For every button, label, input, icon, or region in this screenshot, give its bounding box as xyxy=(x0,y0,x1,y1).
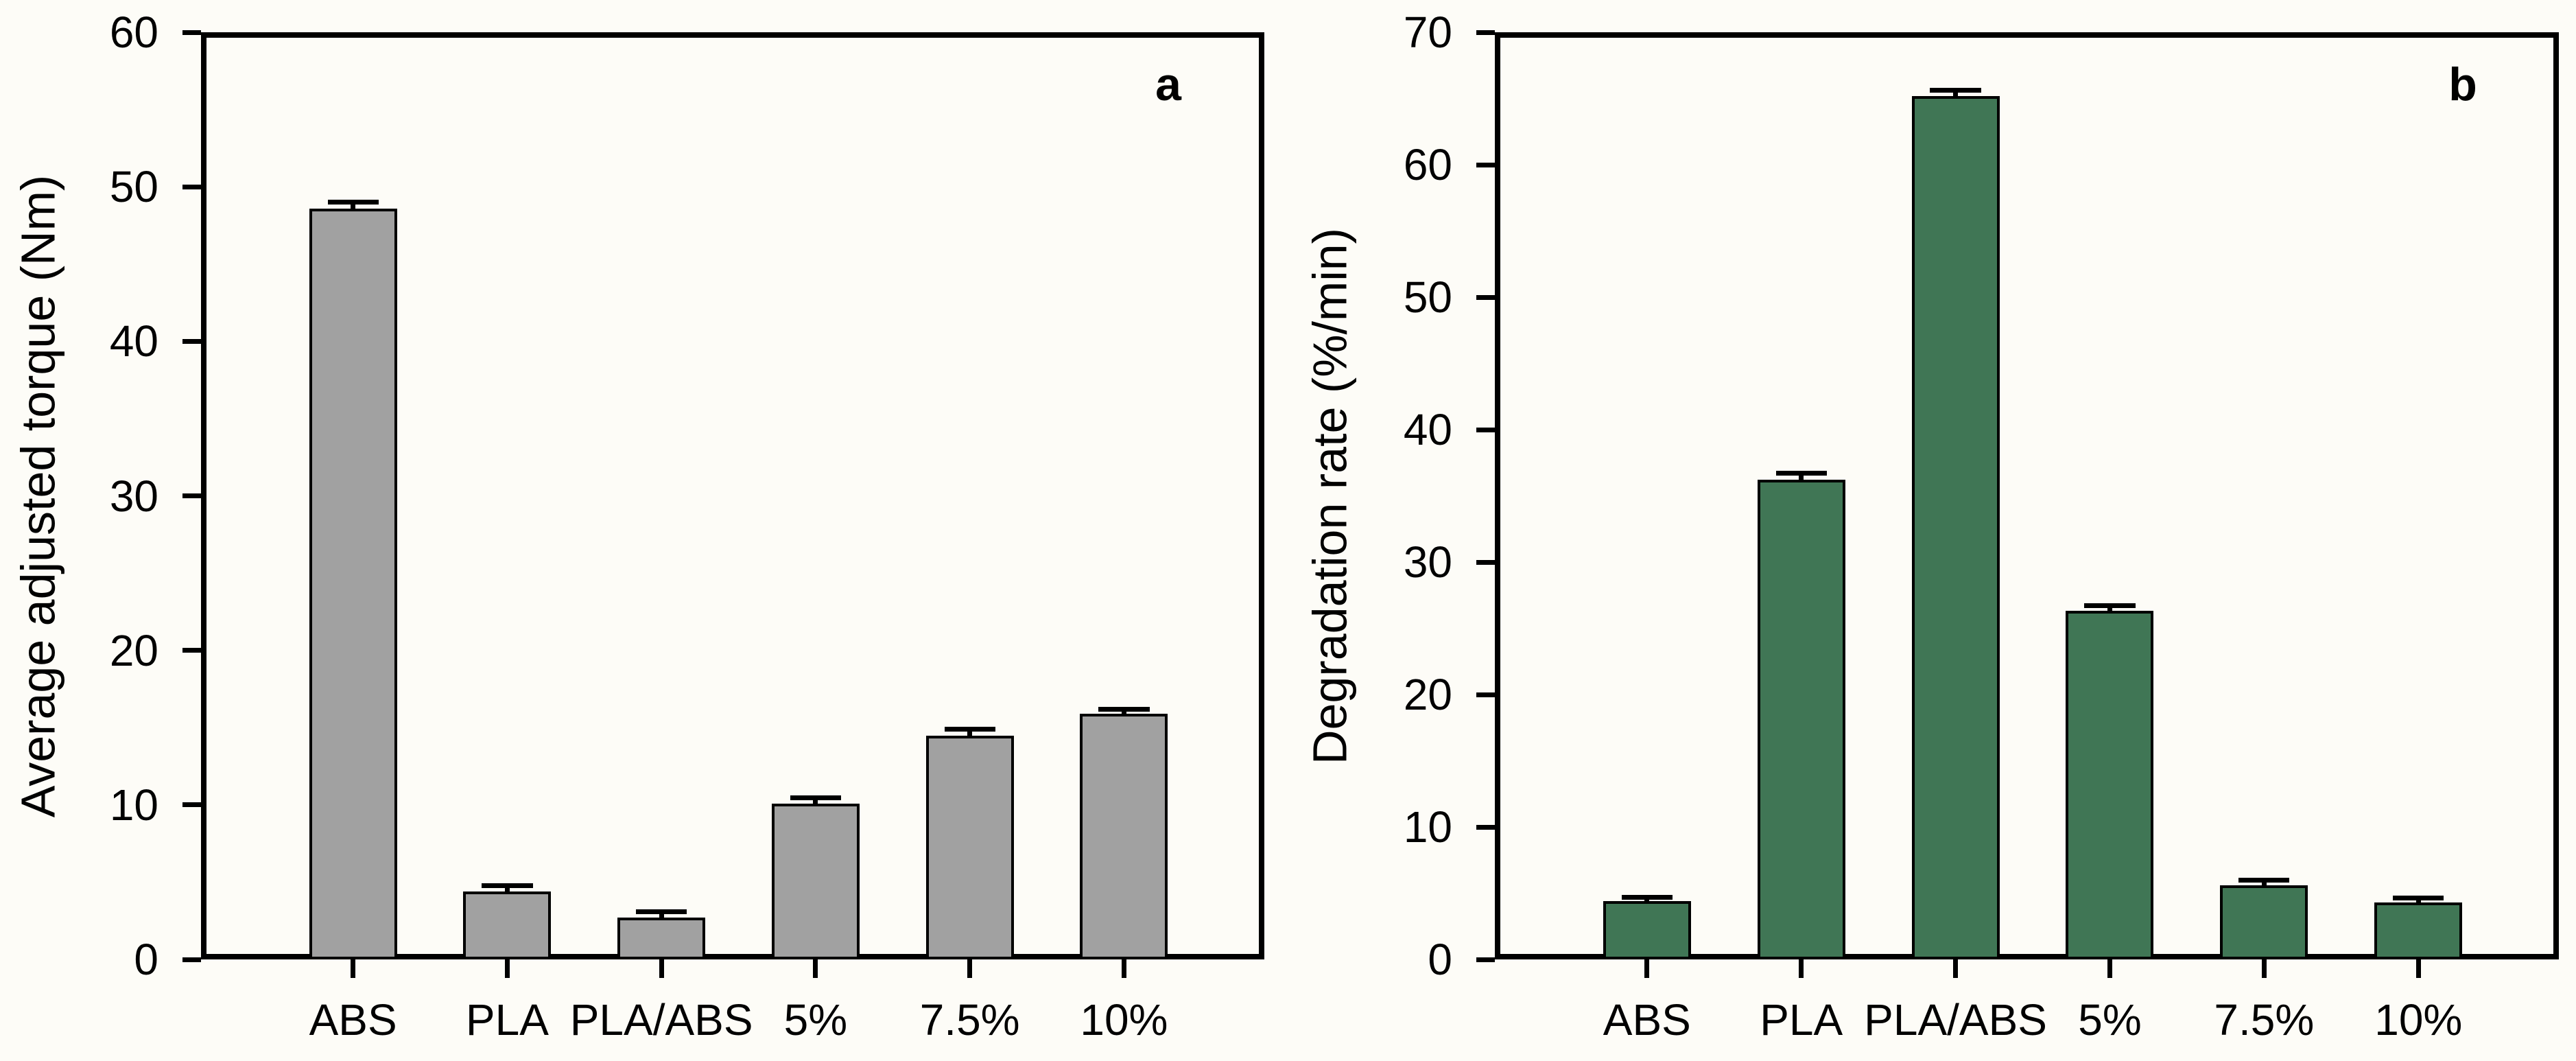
error-bar-cap xyxy=(2238,878,2290,883)
y-axis-tick xyxy=(1476,692,1495,697)
y-axis-label: Degradation rate (%/min) xyxy=(1303,227,1356,765)
error-bar-stem xyxy=(967,726,973,741)
bar-5- xyxy=(771,803,860,959)
y-axis-tick xyxy=(182,957,201,962)
y-axis-tick xyxy=(1476,824,1495,830)
error-bar-stem xyxy=(2415,896,2421,907)
y-tick-label: 40 xyxy=(1403,405,1452,454)
error-bar-cap xyxy=(944,726,995,732)
x-tick-label: PLA xyxy=(465,995,549,1045)
x-tick-label: ABS xyxy=(309,995,397,1045)
x-tick-label: 7.5% xyxy=(919,995,1020,1045)
bar-10- xyxy=(2374,902,2463,959)
y-axis-tick xyxy=(1476,957,1495,962)
error-bar-cap xyxy=(2084,603,2136,608)
x-axis-tick xyxy=(2261,959,2267,978)
x-axis-tick xyxy=(1644,959,1650,978)
x-tick-label: ABS xyxy=(1603,995,1691,1045)
bar-7-5- xyxy=(2220,885,2308,959)
x-tick-label: 10% xyxy=(2374,995,2463,1045)
error-bar-cap xyxy=(482,883,533,889)
x-axis-tick xyxy=(1953,959,1959,978)
y-axis-tick xyxy=(1476,294,1495,300)
plot-frame xyxy=(1495,32,2559,959)
y-axis-tick xyxy=(182,648,201,653)
bar-10- xyxy=(1080,713,1168,959)
x-axis-tick xyxy=(813,959,818,978)
error-bar-stem xyxy=(1953,87,1959,101)
y-axis-tick xyxy=(1476,30,1495,35)
y-axis-tick xyxy=(182,30,201,35)
y-axis-tick xyxy=(1476,559,1495,565)
y-tick-label: 0 xyxy=(1428,935,1452,984)
x-tick-label: PLA/ABS xyxy=(569,995,753,1045)
bar-abs xyxy=(309,208,397,959)
x-axis-tick xyxy=(2107,959,2112,978)
bar-pla-abs xyxy=(617,918,706,959)
bar-pla xyxy=(1757,480,1845,959)
y-axis-tick xyxy=(182,493,201,498)
plot-frame xyxy=(201,32,1264,959)
y-tick-label: 60 xyxy=(1403,140,1452,189)
x-axis-tick xyxy=(1121,959,1126,978)
y-tick-label: 30 xyxy=(109,471,158,521)
error-bar-cap xyxy=(1775,470,1827,476)
x-axis-tick xyxy=(967,959,973,978)
error-bar-cap xyxy=(1098,706,1150,712)
bar-pla xyxy=(463,891,552,959)
y-tick-label: 60 xyxy=(109,8,158,57)
x-tick-label: 5% xyxy=(783,995,848,1045)
x-tick-label: PLA xyxy=(1760,995,1843,1045)
error-bar-cap xyxy=(1621,895,1673,900)
error-bar-stem xyxy=(659,909,664,923)
y-tick-label: 20 xyxy=(109,625,158,675)
error-bar-cap xyxy=(2393,896,2444,901)
y-tick-label: 70 xyxy=(1403,8,1452,57)
y-tick-label: 20 xyxy=(1403,670,1452,719)
error-bar-stem xyxy=(504,883,510,896)
panel-letter: b xyxy=(2448,58,2477,110)
bar-7-5- xyxy=(925,735,1014,959)
error-bar-cap xyxy=(636,909,687,914)
y-tick-label: 0 xyxy=(134,935,158,984)
y-tick-label: 10 xyxy=(1403,802,1452,852)
x-tick-label: 10% xyxy=(1080,995,1168,1045)
error-bar-stem xyxy=(1121,706,1126,719)
error-bar-stem xyxy=(1799,470,1804,485)
bar-5- xyxy=(2066,611,2154,959)
panel-letter: a xyxy=(1155,58,1181,110)
y-axis-tick xyxy=(182,338,201,344)
error-bar-stem xyxy=(2261,878,2267,890)
y-tick-label: 50 xyxy=(109,162,158,212)
x-tick-label: 5% xyxy=(2078,995,2142,1045)
x-axis-tick xyxy=(1799,959,1804,978)
error-bar-stem xyxy=(1644,895,1650,907)
error-bar-stem xyxy=(2107,603,2112,616)
error-bar-stem xyxy=(813,795,818,808)
y-axis-tick xyxy=(1476,162,1495,167)
error-bar-cap xyxy=(1930,87,1981,93)
y-axis-tick xyxy=(182,802,201,808)
y-axis-tick xyxy=(182,184,201,189)
x-tick-label: 7.5% xyxy=(2214,995,2315,1045)
error-bar-cap xyxy=(790,795,841,801)
bar-abs xyxy=(1603,901,1691,959)
x-axis-tick xyxy=(351,959,356,978)
x-tick-label: PLA/ABS xyxy=(1864,995,2047,1045)
x-axis-tick xyxy=(504,959,510,978)
error-bar-cap xyxy=(327,200,379,205)
y-tick-label: 50 xyxy=(1403,272,1452,322)
x-axis-tick xyxy=(659,959,664,978)
x-axis-tick xyxy=(2415,959,2421,978)
y-tick-label: 40 xyxy=(109,316,158,366)
y-axis-tick xyxy=(1476,427,1495,432)
bar-pla-abs xyxy=(1911,95,2000,959)
error-bar-stem xyxy=(351,200,356,213)
y-tick-label: 30 xyxy=(1403,537,1452,587)
y-tick-label: 10 xyxy=(109,780,158,830)
